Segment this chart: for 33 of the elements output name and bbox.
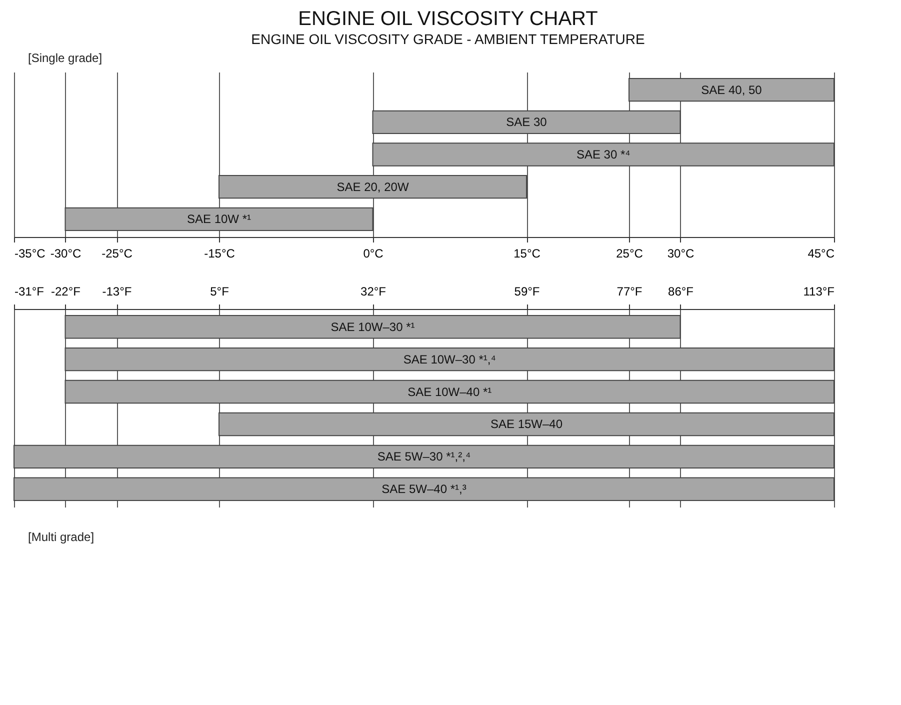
text: [Multi grade]	[28, 530, 96, 544]
chart-title: ENGINE OIL VISCOSITY CHART	[297, 8, 599, 31]
text: [Single grade]	[28, 51, 104, 65]
x-tick-label: 15°C	[514, 246, 541, 260]
x-tick-label: 59°F	[514, 284, 540, 298]
x-tick-label: 45°C	[808, 246, 835, 260]
y-tick-label: SAE 5W–30 *¹,²,⁴	[377, 450, 471, 464]
x-tick-label: -30°C	[50, 246, 82, 260]
x-tick-label: 30°C	[667, 246, 694, 260]
x-tick-label: -35°C	[14, 246, 46, 260]
x-tick-label: 0°C	[363, 246, 384, 260]
y-tick-label: SAE 10W *¹	[186, 212, 252, 226]
x-tick-label: -13°F	[102, 284, 132, 298]
x-tick-label: 32°F	[360, 284, 386, 298]
y-tick-label: SAE 15W–40	[490, 417, 563, 432]
x-tick-label: 113°F	[803, 284, 834, 298]
x-tick-label: -22°F	[51, 284, 80, 298]
x-tick-label: -15°C	[204, 246, 236, 260]
y-tick-label: SAE 10W–40 *¹	[408, 384, 492, 399]
x-tick-label: -25°C	[102, 246, 133, 260]
y-tick-label: SAE 40, 50	[701, 82, 762, 97]
y-tick-label: SAE 30 *⁴	[576, 148, 630, 162]
y-tick-label: SAE 5W–40 *¹,³	[382, 482, 466, 496]
x-tick-label: -31°F	[14, 284, 44, 298]
y-tick-label: SAE 20, 20W	[336, 180, 410, 194]
y-tick-label: SAE 10W–30 *¹,⁴	[403, 352, 496, 366]
x-tick-label: 25°C	[616, 246, 644, 260]
chart-subtitle: ENGINE OIL VISCOSITY GRADE - AMBIENT TEMPERATURE	[250, 31, 646, 47]
y-tick-label: SAE 10W–30 *¹	[330, 320, 415, 334]
y-tick-label: SAE 30	[506, 115, 548, 130]
x-tick-label: 5°F	[210, 284, 229, 298]
x-tick-label: 77°F	[616, 284, 642, 298]
x-tick-label: 86°F	[668, 284, 694, 298]
